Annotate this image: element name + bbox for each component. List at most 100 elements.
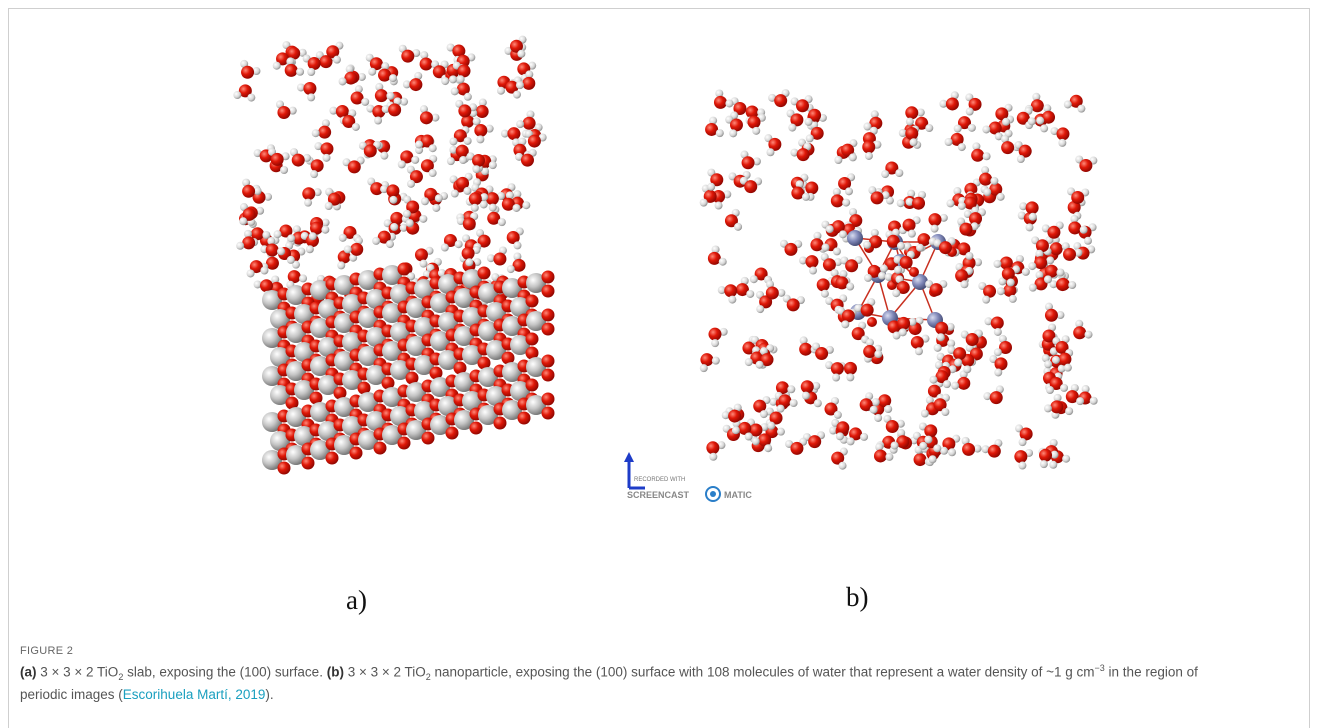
oxygen-atom: [526, 333, 539, 346]
hydrogen-atom: [513, 241, 521, 249]
hydrogen-atom: [951, 382, 959, 390]
hydrogen-atom: [788, 124, 796, 132]
oxygen-atom: [979, 173, 992, 186]
hydrogen-atom: [247, 94, 255, 102]
hydrogen-atom: [421, 197, 429, 205]
oxygen-atom: [542, 309, 555, 322]
watermark-icon: [710, 491, 716, 497]
hydrogen-atom: [260, 267, 268, 275]
hydrogen-atom: [429, 169, 437, 177]
hydrogen-atom: [872, 398, 880, 406]
oxygen-atom: [862, 140, 875, 153]
caption-text-run: slab, exposing the (100) surface.: [123, 665, 326, 680]
hydrogen-atom: [821, 244, 829, 252]
oxygen-atom: [415, 248, 428, 261]
hydrogen-atom: [473, 165, 481, 173]
oxygen-atom: [805, 182, 818, 195]
oxygen-atom: [991, 316, 1004, 329]
oxygen-atom: [706, 441, 719, 454]
caption: FIGURE 2 (a) 3 × 3 × 2 TiO2 slab, exposi…: [20, 643, 1200, 703]
hydrogen-atom: [1058, 139, 1066, 147]
hydrogen-atom: [1049, 461, 1057, 469]
hydrogen-atom: [435, 194, 443, 202]
hydrogen-atom: [497, 87, 505, 95]
titanium-atom: [847, 230, 863, 246]
hydrogen-atom: [925, 124, 933, 132]
oxygen-atom: [1047, 226, 1060, 239]
oxygen-atom: [805, 255, 818, 268]
oxygen-atom: [522, 77, 535, 90]
hydrogen-atom: [471, 204, 479, 212]
oxygen-atom: [476, 105, 489, 118]
oxygen-atom: [1073, 326, 1086, 339]
oxygen-atom: [348, 160, 361, 173]
hydrogen-atom: [1065, 407, 1073, 415]
hydrogen-atom: [296, 68, 304, 76]
hydrogen-atom: [451, 87, 459, 95]
oxygen-atom: [955, 269, 968, 282]
oxygen-atom: [386, 184, 399, 197]
hydrogen-atom: [522, 201, 530, 209]
hydrogen-atom: [1028, 262, 1036, 270]
oxygen-atom: [886, 420, 899, 433]
hydrogen-atom: [411, 156, 419, 164]
hydrogen-atom: [915, 347, 923, 355]
hydrogen-atom: [766, 148, 774, 156]
panel-label: a): [346, 585, 367, 615]
hydrogen-atom: [715, 202, 723, 210]
hydrogen-atom: [406, 219, 414, 227]
oxygen-atom: [1057, 278, 1070, 291]
hydrogen-atom: [1056, 268, 1064, 276]
oxygen-atom: [1063, 248, 1076, 261]
oxygen-atom: [905, 106, 918, 119]
hydrogen-atom: [339, 234, 347, 242]
hydrogen-atom: [352, 123, 360, 131]
superscript: −3: [1095, 663, 1105, 673]
oxygen-atom: [320, 142, 333, 155]
oxygen-atom: [542, 407, 555, 420]
hydrogen-atom: [489, 161, 497, 169]
hydrogen-atom: [787, 385, 795, 393]
oxygen-atom: [478, 267, 491, 280]
watermark-text: RECORDED WITH: [634, 477, 685, 483]
hydrogen-atom: [1090, 397, 1098, 405]
panel-label: b): [846, 582, 869, 612]
hydrogen-atom: [929, 455, 937, 463]
oxygen-atom: [462, 247, 475, 260]
hydrogen-atom: [729, 129, 737, 137]
oxygen-atom: [909, 267, 919, 277]
hydrogen-atom: [307, 68, 315, 76]
hydrogen-atom: [732, 426, 740, 434]
oxygen-atom: [542, 393, 555, 406]
hydrogen-atom: [847, 437, 855, 445]
hydrogen-atom: [891, 442, 899, 450]
hydrogen-atom: [916, 244, 924, 252]
hydrogen-atom: [429, 144, 437, 152]
hydrogen-atom: [954, 125, 962, 133]
figure-image: RECORDED WITH SCREENCAST MATIC a) b): [0, 0, 1320, 640]
hydrogen-atom: [344, 245, 352, 253]
hydrogen-atom: [884, 405, 892, 413]
oxygen-atom: [326, 452, 339, 465]
oxygen-atom: [420, 57, 433, 70]
hydrogen-atom: [965, 252, 973, 260]
hydrogen-atom: [372, 237, 380, 245]
hydrogen-atom: [934, 344, 942, 352]
hydrogen-atom: [273, 62, 281, 70]
hydrogen-atom: [968, 124, 976, 132]
hydrogen-atom: [441, 244, 449, 252]
oxygen-atom: [308, 57, 321, 70]
axis-arrow-head: [624, 452, 634, 462]
oxygen-atom: [799, 343, 812, 356]
oxygen-atom: [928, 213, 941, 226]
oxygen-atom: [801, 380, 814, 393]
oxygen-atom: [790, 442, 803, 455]
hydrogen-atom: [906, 118, 914, 126]
figure-label: FIGURE 2: [20, 643, 1200, 660]
hydrogen-atom: [1080, 226, 1088, 234]
oxygen-atom: [744, 180, 757, 193]
oxygen-atom: [747, 116, 760, 129]
hydrogen-atom: [941, 408, 949, 416]
citation-link[interactable]: Escorihuela Martí, 2019: [123, 687, 266, 702]
hydrogen-atom: [1018, 462, 1026, 470]
